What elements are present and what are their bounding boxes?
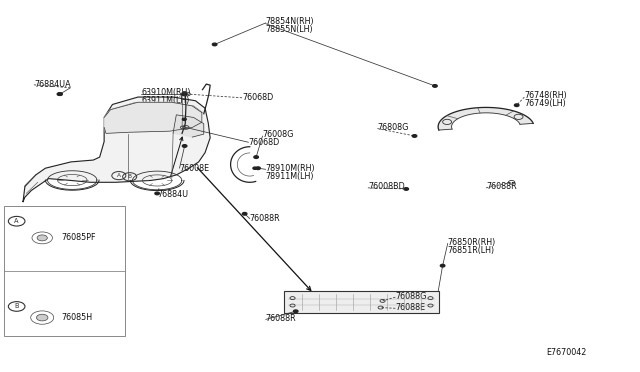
Circle shape [182, 145, 187, 147]
Text: 78911M(LH): 78911M(LH) [266, 172, 314, 181]
Circle shape [433, 85, 437, 87]
Text: 63911M(LH): 63911M(LH) [141, 96, 189, 105]
Circle shape [440, 264, 445, 267]
Text: 76085PF: 76085PF [61, 233, 96, 243]
Polygon shape [173, 115, 204, 137]
Polygon shape [104, 102, 202, 134]
Text: 76008E: 76008E [179, 164, 210, 173]
Circle shape [412, 135, 417, 137]
Text: 76749(LH): 76749(LH) [524, 99, 566, 108]
Text: 76850R(RH): 76850R(RH) [448, 238, 496, 247]
Circle shape [254, 156, 259, 158]
Polygon shape [438, 108, 533, 130]
Text: 76088G: 76088G [396, 292, 427, 301]
Circle shape [57, 93, 61, 95]
Text: E7670042: E7670042 [547, 347, 587, 356]
Text: 76088R: 76088R [486, 182, 516, 191]
Text: 76085H: 76085H [61, 313, 93, 322]
Text: 76748(RH): 76748(RH) [524, 91, 567, 100]
Text: 78910M(RH): 78910M(RH) [266, 164, 316, 173]
Text: 76851R(LH): 76851R(LH) [448, 246, 495, 255]
Text: 76008G: 76008G [262, 130, 294, 140]
Circle shape [243, 212, 247, 215]
Circle shape [212, 43, 217, 46]
Text: 76068D: 76068D [248, 138, 280, 147]
Polygon shape [23, 97, 210, 202]
Circle shape [515, 104, 519, 106]
FancyBboxPatch shape [284, 291, 440, 313]
Text: B: B [15, 304, 19, 310]
Circle shape [182, 93, 186, 95]
Circle shape [182, 118, 186, 121]
Text: 78854N(RH): 78854N(RH) [266, 17, 314, 26]
Circle shape [253, 167, 257, 169]
Text: 76884U: 76884U [157, 190, 188, 199]
Text: 76808G: 76808G [378, 123, 409, 132]
Text: 76088E: 76088E [396, 303, 426, 312]
FancyBboxPatch shape [4, 206, 125, 336]
Text: A: A [15, 218, 19, 224]
Circle shape [155, 192, 159, 195]
Text: 63910M(RH): 63910M(RH) [141, 88, 191, 97]
Circle shape [294, 310, 298, 312]
Text: 76088R: 76088R [266, 314, 296, 323]
Circle shape [36, 314, 48, 321]
Text: 76068D: 76068D [242, 93, 273, 102]
Circle shape [256, 167, 260, 170]
Circle shape [404, 187, 408, 190]
Text: 76008BD: 76008BD [368, 182, 404, 191]
Circle shape [37, 235, 47, 241]
Text: 76884UA: 76884UA [34, 80, 70, 89]
Circle shape [32, 232, 52, 244]
Circle shape [31, 311, 54, 324]
Circle shape [58, 93, 62, 95]
Text: A: A [117, 173, 121, 178]
Text: 76088R: 76088R [250, 214, 280, 223]
Text: 78855N(LH): 78855N(LH) [266, 25, 314, 34]
Text: B: B [128, 174, 132, 179]
